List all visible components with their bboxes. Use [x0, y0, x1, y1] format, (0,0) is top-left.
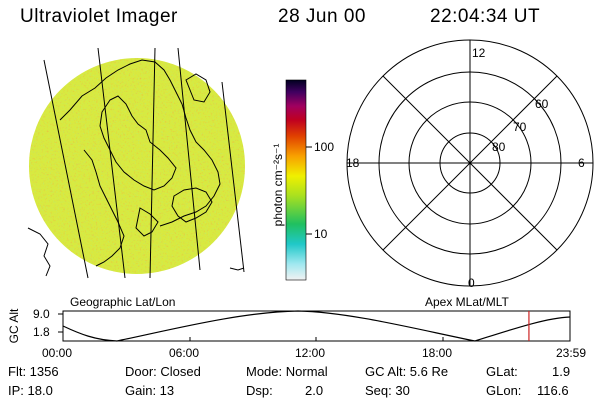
colorbar-unit-label: photon cm⁻²s⁻¹	[271, 143, 285, 227]
info-ip: IP: 18.0	[8, 383, 53, 398]
mlat-label-80: 80	[492, 140, 506, 154]
altitude-ymin-label: 1.8	[33, 325, 50, 339]
info-glat-value: 1.9	[552, 364, 571, 379]
app-title: Ultraviolet Imager	[20, 6, 178, 27]
altitude-xtick-3: 18:00	[422, 346, 453, 360]
mlt-label-left: 18	[346, 156, 360, 170]
coastlines	[27, 59, 245, 277]
colorbar-tick-10: 10	[314, 227, 328, 241]
info-gcalt: GC Alt: 5.6 Re	[365, 364, 449, 379]
right-panel-caption: Apex MLat/MLT	[425, 295, 509, 309]
left-panel-caption: Geographic Lat/Lon	[70, 295, 176, 309]
altitude-ylabel: GC Alt	[7, 308, 21, 344]
altitude-xtick-2: 12:00	[295, 346, 326, 360]
colorbar	[285, 79, 307, 281]
info-flt: Flt: 1356	[8, 364, 59, 379]
uvi-globe-image	[27, 47, 245, 279]
meridian-lines	[43, 47, 245, 279]
info-door: Door: Closed	[125, 364, 201, 379]
altitude-curve	[62, 310, 571, 342]
altitude-plot-frame	[58, 310, 571, 342]
mlat-label-60: 60	[535, 97, 549, 111]
info-glon-label: GLon:	[486, 383, 522, 398]
date-label: 28 Jun 00	[278, 6, 366, 27]
info-dsp-label: Dsp:	[246, 383, 273, 398]
polar-grid	[346, 39, 594, 287]
info-glat-label: GLat:	[486, 364, 518, 379]
altitude-xtick-1: 06:00	[169, 346, 200, 360]
mlt-label-bottom: 0	[468, 276, 475, 290]
mlt-label-top: 12	[472, 46, 486, 60]
mlt-label-right: 6	[578, 156, 585, 170]
colorbar-tick-100: 100	[314, 140, 335, 154]
altitude-ymax-label: 9.0	[33, 307, 50, 321]
info-dsp-value: 2.0	[305, 383, 324, 398]
info-seq: Seq: 30	[365, 383, 410, 398]
info-gain: Gain: 13	[125, 383, 175, 398]
altitude-xtick-4: 23:59	[556, 346, 587, 360]
mlat-label-70: 70	[513, 120, 527, 134]
altitude-xtick-0: 00:00	[42, 346, 73, 360]
info-mode: Mode: Normal	[246, 364, 328, 379]
time-label: 22:04:34 UT	[430, 6, 541, 27]
info-glon-value: 116.6	[537, 383, 569, 398]
